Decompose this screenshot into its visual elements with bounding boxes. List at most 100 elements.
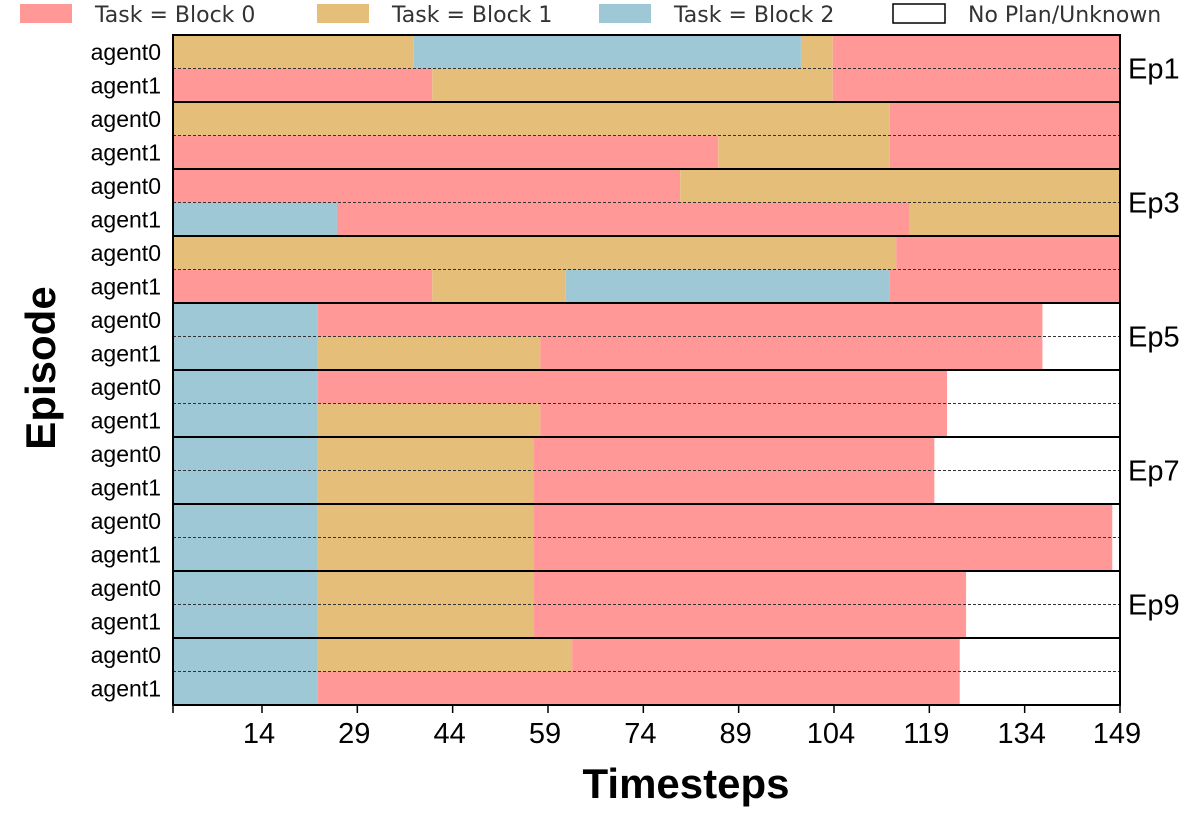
bar-segment-ep2-agent1-block0 [889, 135, 1120, 169]
bar-segment-ep6-agent0-none [947, 370, 1120, 404]
bar-segment-ep10-agent1-block0 [317, 671, 960, 705]
bar-segment-ep8-agent0-block2 [173, 504, 318, 538]
x-tick-label: 59 [529, 718, 561, 750]
row-label-agent0: agent0 [91, 173, 161, 199]
row-label-agent0: agent0 [91, 39, 161, 65]
bar-segment-ep5-agent0-block2 [173, 303, 318, 337]
bar-segment-ep10-agent0-block1 [317, 638, 573, 672]
bar-segment-ep1-agent0-block2 [413, 35, 801, 69]
bar-segment-ep7-agent1-block0 [534, 470, 935, 504]
bar-segment-ep2-agent0-block1 [173, 102, 890, 136]
bar-segment-ep2-agent1-block1 [718, 135, 890, 169]
row-label-agent0: agent0 [91, 240, 161, 266]
bar-segment-ep1-agent1-block0 [173, 68, 433, 102]
bar-segment-ep7-agent1-none [934, 470, 1120, 504]
bar-segment-ep3-agent0-block1 [680, 169, 1120, 203]
bar-segment-ep6-agent1-block0 [540, 403, 948, 437]
row-label-agent0: agent0 [91, 441, 161, 467]
bar-segment-ep7-agent1-block2 [173, 470, 318, 504]
episode-label: Ep7 [1128, 456, 1180, 488]
legend-swatch-block0 [20, 4, 72, 23]
bar-segment-ep9-agent0-block0 [534, 571, 967, 605]
x-tick-label: 134 [997, 718, 1045, 750]
bar-segment-ep4-agent1-block1 [432, 269, 566, 303]
x-tick-label: 119 [903, 718, 949, 750]
row-label-agent1: agent1 [91, 139, 161, 165]
y-axis-title: Episode [17, 286, 64, 449]
legend-swatch-block2 [599, 4, 651, 23]
row-label-agent0: agent0 [91, 106, 161, 132]
bar-segment-ep4-agent1-block2 [565, 269, 890, 303]
bar-segment-ep9-agent1-block0 [534, 604, 967, 638]
bar-segment-ep3-agent1-block2 [173, 202, 337, 236]
x-tick-label: 104 [807, 718, 855, 750]
bar-segment-ep2-agent1-block0 [173, 135, 719, 169]
legend-swatch-none [892, 3, 946, 24]
bar-segment-ep8-agent1-block2 [173, 537, 318, 571]
bar-segment-ep3-agent1-block1 [908, 202, 1120, 236]
bar-segment-ep8-agent1-none [1112, 537, 1120, 571]
bar-segment-ep7-agent0-none [934, 437, 1120, 471]
legend: Task = Block 0 Task = Block 1 Task = Block… [20, 3, 1161, 28]
bar-segment-ep8-agent0-none [1112, 504, 1120, 538]
bar-segment-ep6-agent0-block2 [173, 370, 318, 404]
bar-segment-ep9-agent1-block2 [173, 604, 318, 638]
bar-segment-ep8-agent1-block1 [317, 537, 535, 571]
row-label-agent0: agent0 [91, 508, 161, 534]
bar-segment-ep9-agent1-none [966, 604, 1120, 638]
bar-segment-ep1-agent0-block1 [173, 35, 414, 69]
bar-segment-ep10-agent0-block2 [173, 638, 318, 672]
bar-segment-ep9-agent0-block2 [173, 571, 318, 605]
bar-segment-ep5-agent0-none [1042, 303, 1120, 337]
row-label-agent0: agent0 [91, 307, 161, 333]
episode-label: Ep5 [1128, 322, 1180, 354]
x-tick-label: 29 [338, 718, 370, 750]
bar-segment-ep1-agent0-block0 [832, 35, 1120, 69]
bar-segment-ep6-agent1-block2 [173, 403, 318, 437]
bar-segment-ep1-agent1-block0 [832, 68, 1120, 102]
legend-label-block2: Task = Block 2 [673, 3, 834, 28]
bar-segment-ep2-agent0-block0 [889, 102, 1120, 136]
x-tick-label: 89 [720, 718, 752, 750]
legend-label-block1: Task = Block 1 [391, 3, 552, 28]
x-tick-label: 44 [434, 718, 466, 750]
bar-segment-ep3-agent1-block0 [336, 202, 909, 236]
bar-segment-ep9-agent0-none [966, 571, 1120, 605]
row-label-agent1: agent1 [91, 273, 161, 299]
bar-segment-ep9-agent0-block1 [317, 571, 535, 605]
plot-frame [172, 34, 1121, 706]
bar-segment-ep3-agent0-block0 [173, 169, 681, 203]
episode-label: Ep3 [1128, 188, 1180, 220]
x-tick-label: 149 [1093, 718, 1141, 750]
bar-segment-ep5-agent1-block2 [173, 336, 318, 370]
row-label-agent1: agent1 [91, 675, 161, 701]
bar-segment-ep5-agent1-none [1042, 336, 1120, 370]
bar-segment-ep1-agent1-block1 [432, 68, 833, 102]
bar-segment-ep10-agent1-block2 [173, 671, 318, 705]
x-tick-label: 74 [624, 718, 656, 750]
bar-segment-ep6-agent1-block1 [317, 403, 541, 437]
row-label-agent1: agent1 [91, 407, 161, 433]
bar-segment-ep8-agent0-block1 [317, 504, 535, 538]
bar-segment-ep4-agent1-block0 [889, 269, 1120, 303]
bar-segment-ep5-agent1-block1 [317, 336, 541, 370]
row-label-agent1: agent1 [91, 474, 161, 500]
episode-label: Ep9 [1128, 590, 1180, 622]
row-labels: agent0 agent1 Ep1 agent0 agent1 agent0 agent1 E… [91, 39, 1180, 702]
bar-segment-ep4-agent1-block0 [173, 269, 433, 303]
row-separators [172, 34, 1121, 706]
bar-segment-ep7-agent0-block1 [317, 437, 535, 471]
plot-bars [173, 35, 1120, 705]
bar-segment-ep6-agent1-none [947, 403, 1120, 437]
legend-label-none: No Plan/Unknown [968, 3, 1161, 28]
bar-segment-ep10-agent0-none [959, 638, 1120, 672]
bar-segment-ep5-agent0-block0 [317, 303, 1043, 337]
bar-segment-ep7-agent1-block1 [317, 470, 535, 504]
bar-segment-ep8-agent0-block0 [534, 504, 1113, 538]
legend-label-block0: Task = Block 0 [94, 3, 255, 28]
bar-segment-ep10-agent1-none [959, 671, 1120, 705]
bar-segment-ep9-agent1-block1 [317, 604, 535, 638]
row-label-agent1: agent1 [91, 206, 161, 232]
row-label-agent0: agent0 [91, 374, 161, 400]
